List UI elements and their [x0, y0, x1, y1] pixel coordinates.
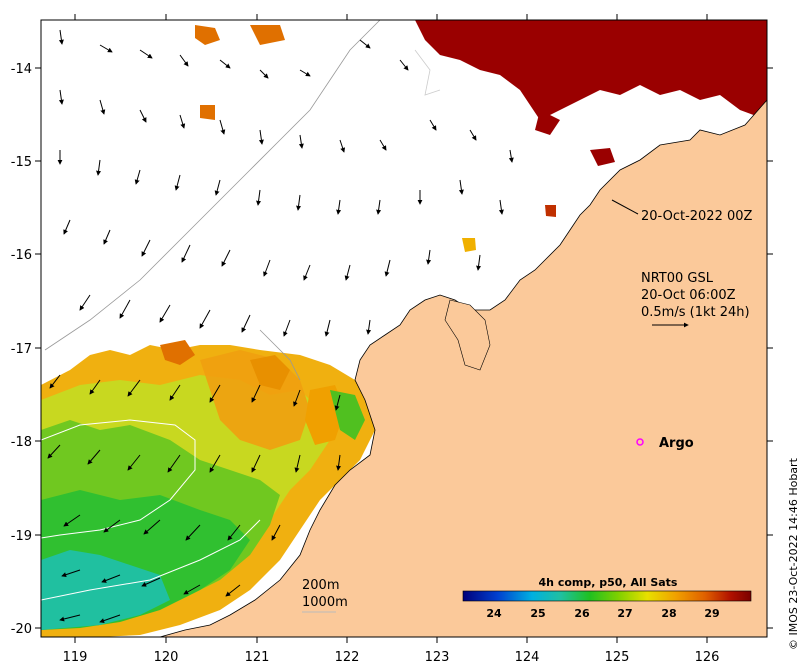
current-scale-label: 0.5m/s (1kt 24h) [641, 305, 750, 320]
colorbar-title: 4h comp, p50, All Sats [539, 576, 678, 589]
y-tick-label: -17 [11, 342, 32, 357]
date-label: 20-Oct-2022 00Z [641, 209, 753, 224]
current-source-label: NRT00 GSL [641, 271, 714, 286]
x-tick-label: 124 [515, 650, 540, 665]
credit-text: © IMOS 23-Oct-2022 14:46 Hobart [787, 457, 800, 650]
y-tick-label: -14 [11, 62, 32, 77]
x-tick-label: 121 [245, 650, 270, 665]
colorbar-tick: 25 [530, 607, 545, 620]
colorbar-tick: 27 [617, 607, 632, 620]
plot-frame [40, 19, 768, 638]
x-axis [74, 14, 708, 643]
y-tick-label: -19 [11, 529, 32, 544]
x-tick-label: 125 [605, 650, 630, 665]
current-time-label: 20-Oct 06:00Z [641, 288, 736, 303]
bathymetry-contours [41, 20, 441, 601]
contour-1000-label: 1000m [302, 595, 348, 610]
x-tick-label: 119 [63, 650, 88, 665]
date-pointer [611, 199, 639, 215]
colorbar-tick: 24 [486, 607, 502, 620]
x-tick-label: 122 [335, 650, 360, 665]
argo-float-marker [636, 438, 644, 446]
land-mass [159, 99, 767, 637]
y-tick-label: -20 [11, 622, 32, 637]
y-tick-label: -16 [11, 248, 32, 263]
y-tick-label: -15 [11, 155, 32, 170]
current-vectors [47, 29, 514, 623]
sst-colorbar: 4h comp, p50, All Sats 24 25 26 27 28 29 [462, 576, 752, 620]
sst-field [41, 340, 375, 637]
sst-hot-patches [195, 20, 767, 252]
argo-label: Argo [659, 436, 694, 451]
contour-200-label: 200m [302, 578, 339, 593]
y-axis [35, 67, 773, 629]
colorbar-tick: 29 [704, 607, 719, 620]
colorbar-tick: 28 [661, 607, 676, 620]
x-tick-label: 126 [695, 650, 720, 665]
x-tick-label: 120 [154, 650, 179, 665]
kimberley-islands [444, 299, 491, 371]
colorbar-tick: 26 [574, 607, 590, 620]
y-tick-label: -18 [11, 435, 32, 450]
x-tick-label: 123 [425, 650, 450, 665]
